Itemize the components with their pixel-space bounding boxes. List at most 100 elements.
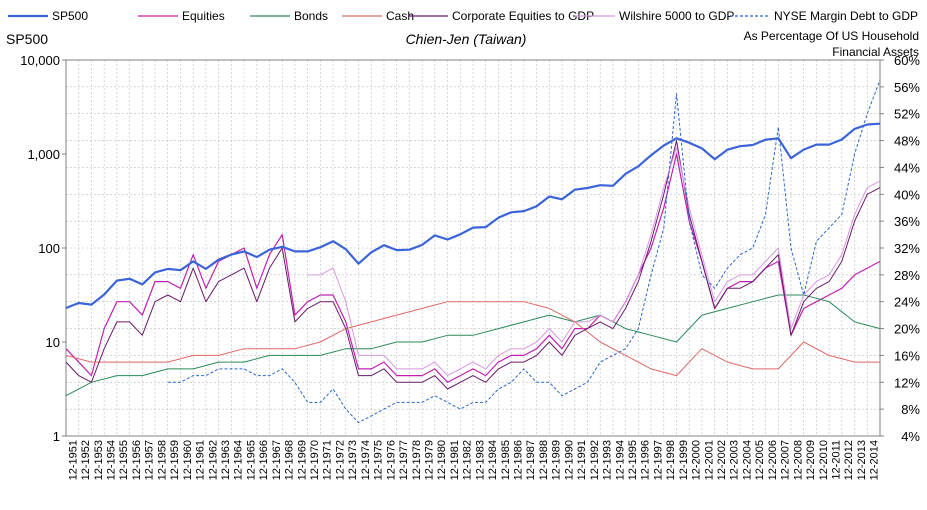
x-tick-label: 12-2007 bbox=[780, 440, 792, 480]
left-tick-label: 1,000 bbox=[27, 147, 60, 162]
x-tick-label: 12-1976 bbox=[385, 440, 397, 480]
right-tick-label: 60% bbox=[894, 53, 920, 68]
x-tick-label: 12-1990 bbox=[563, 440, 575, 480]
x-tick-label: 12-2004 bbox=[741, 440, 753, 480]
x-tick-label: 12-1964 bbox=[233, 440, 245, 480]
plot-area: 1 10 100 1,000 10,000 4% 8% 12% 16% 20% 24% 28% 32% 3… bbox=[20, 53, 920, 480]
x-tick-label: 12-1998 bbox=[665, 440, 677, 480]
x-tick-label: 12-1980 bbox=[436, 440, 448, 480]
x-tick-label: 12-1978 bbox=[411, 440, 423, 480]
x-tick-label: 12-1984 bbox=[487, 440, 499, 480]
x-tick-label: 12-1975 bbox=[373, 440, 385, 480]
x-tick-label: 12-1952 bbox=[80, 440, 92, 480]
x-tick-label: 12-2009 bbox=[805, 440, 817, 480]
left-axis-label: SP500 bbox=[6, 31, 48, 47]
x-tick-label: 12-2008 bbox=[792, 440, 804, 480]
right-tick-label: 28% bbox=[894, 268, 920, 283]
left-tick-label: 1 bbox=[53, 429, 60, 444]
right-tick-label: 8% bbox=[901, 402, 920, 417]
x-tick-label: 12-1999 bbox=[678, 440, 690, 480]
series-line-bonds bbox=[65, 294, 881, 397]
left-tick-label: 10,000 bbox=[20, 53, 60, 68]
x-tick-label: 12-2014 bbox=[869, 440, 881, 480]
x-tick-label: 12-1997 bbox=[652, 440, 664, 480]
chart-title: Chien-Jen (Taiwan) bbox=[406, 31, 527, 47]
x-tick-label: 12-1966 bbox=[258, 440, 270, 480]
x-tick-label: 12-1963 bbox=[220, 440, 232, 480]
x-tick-label: 12-1995 bbox=[627, 440, 639, 480]
right-tick-label: 24% bbox=[894, 295, 920, 310]
x-tick-label: 12-1985 bbox=[500, 440, 512, 480]
x-tick-label: 12-2006 bbox=[767, 440, 779, 480]
x-tick-label: 12-1981 bbox=[449, 440, 461, 480]
x-tick-label: 12-1957 bbox=[144, 440, 156, 480]
legend-label: SP500 bbox=[52, 9, 88, 23]
x-tick-label: 12-2013 bbox=[856, 440, 868, 480]
x-tick-label: 12-2012 bbox=[843, 440, 855, 480]
legend-label: Corporate Equities to GDP bbox=[452, 9, 594, 23]
legend: SP500 Equities Bonds Cash Corporate Equities… bbox=[8, 9, 918, 23]
right-tick-label: 12% bbox=[894, 375, 920, 390]
right-tick-label: 4% bbox=[901, 429, 920, 444]
x-tick-label: 12-1951 bbox=[67, 440, 79, 480]
right-tick-label: 16% bbox=[894, 348, 920, 363]
x-tick-label: 12-1970 bbox=[309, 440, 321, 480]
legend-label: Equities bbox=[182, 9, 225, 23]
x-tick-label: 12-2011 bbox=[830, 440, 842, 480]
right-tick-label: 36% bbox=[894, 214, 920, 229]
right-tick-label: 40% bbox=[894, 187, 920, 202]
x-tick-label: 12-1969 bbox=[296, 440, 308, 480]
x-tick-label: 12-1961 bbox=[195, 440, 207, 480]
x-tick-label: 12-1987 bbox=[525, 440, 537, 480]
x-tick-label: 12-1965 bbox=[245, 440, 257, 480]
x-tick-label: 12-1977 bbox=[398, 440, 410, 480]
series-line-equities bbox=[65, 153, 881, 383]
x-tick-label: 12-1991 bbox=[576, 440, 588, 480]
x-tick-label: 12-1994 bbox=[614, 440, 626, 480]
x-tick-label: 12-2010 bbox=[818, 440, 830, 480]
x-tick-label: 12-1983 bbox=[474, 440, 486, 480]
x-tick-label: 12-2003 bbox=[729, 440, 741, 480]
x-tick-label: 12-1967 bbox=[271, 440, 283, 480]
series-line-wilshire-5000-to-gdp bbox=[307, 146, 881, 377]
x-tick-label: 12-1993 bbox=[602, 440, 614, 480]
x-tick-label: 12-1982 bbox=[462, 440, 474, 480]
x-tick-label: 12-1955 bbox=[118, 440, 130, 480]
x-tick-label: 12-1959 bbox=[169, 440, 181, 480]
series-line-nyse-margin-debt-to-gdp bbox=[167, 79, 881, 424]
x-tick-label: 12-2005 bbox=[754, 440, 766, 480]
x-tick-label: 12-2002 bbox=[716, 440, 728, 480]
right-tick-label: 44% bbox=[894, 160, 920, 175]
right-axis-label-line-1: As Percentage Of US Household bbox=[744, 29, 919, 43]
right-tick-label: 20% bbox=[894, 322, 920, 337]
series-line-cash bbox=[65, 301, 880, 377]
left-tick-label: 100 bbox=[38, 241, 60, 256]
right-tick-label: 48% bbox=[894, 134, 920, 149]
right-tick-label: 52% bbox=[894, 107, 920, 122]
x-tick-label: 12-1954 bbox=[106, 440, 118, 480]
x-tick-label: 12-1989 bbox=[551, 440, 563, 480]
x-tick-label: 12-1979 bbox=[423, 440, 435, 480]
right-tick-label: 56% bbox=[894, 80, 920, 95]
legend-label: NYSE Margin Debt to GDP bbox=[774, 9, 918, 23]
x-tick-label: 12-1971 bbox=[322, 440, 334, 480]
x-tick-label: 12-2000 bbox=[691, 440, 703, 480]
legend-label: Wilshire 5000 to GDP bbox=[619, 9, 734, 23]
x-tick-label: 12-1953 bbox=[93, 440, 105, 480]
left-tick-label: 10 bbox=[46, 335, 60, 350]
x-tick-label: 12-1973 bbox=[347, 440, 359, 480]
right-axis-label-line-2: Financial Assets bbox=[832, 45, 919, 59]
x-tick-label: 12-1972 bbox=[334, 440, 346, 480]
right-tick-label: 32% bbox=[894, 241, 920, 256]
legend-label: Cash bbox=[386, 9, 414, 23]
x-tick-label: 12-1992 bbox=[589, 440, 601, 480]
x-tick-label: 12-1958 bbox=[156, 440, 168, 480]
series-line-corporate-equities-to-gdp bbox=[65, 140, 881, 390]
x-tick-label: 12-1996 bbox=[640, 440, 652, 480]
x-tick-label: 12-2001 bbox=[703, 440, 715, 480]
x-tick-label: 12-1974 bbox=[360, 440, 372, 480]
x-tick-label: 12-1960 bbox=[182, 440, 194, 480]
legend-label: Bonds bbox=[294, 9, 328, 23]
